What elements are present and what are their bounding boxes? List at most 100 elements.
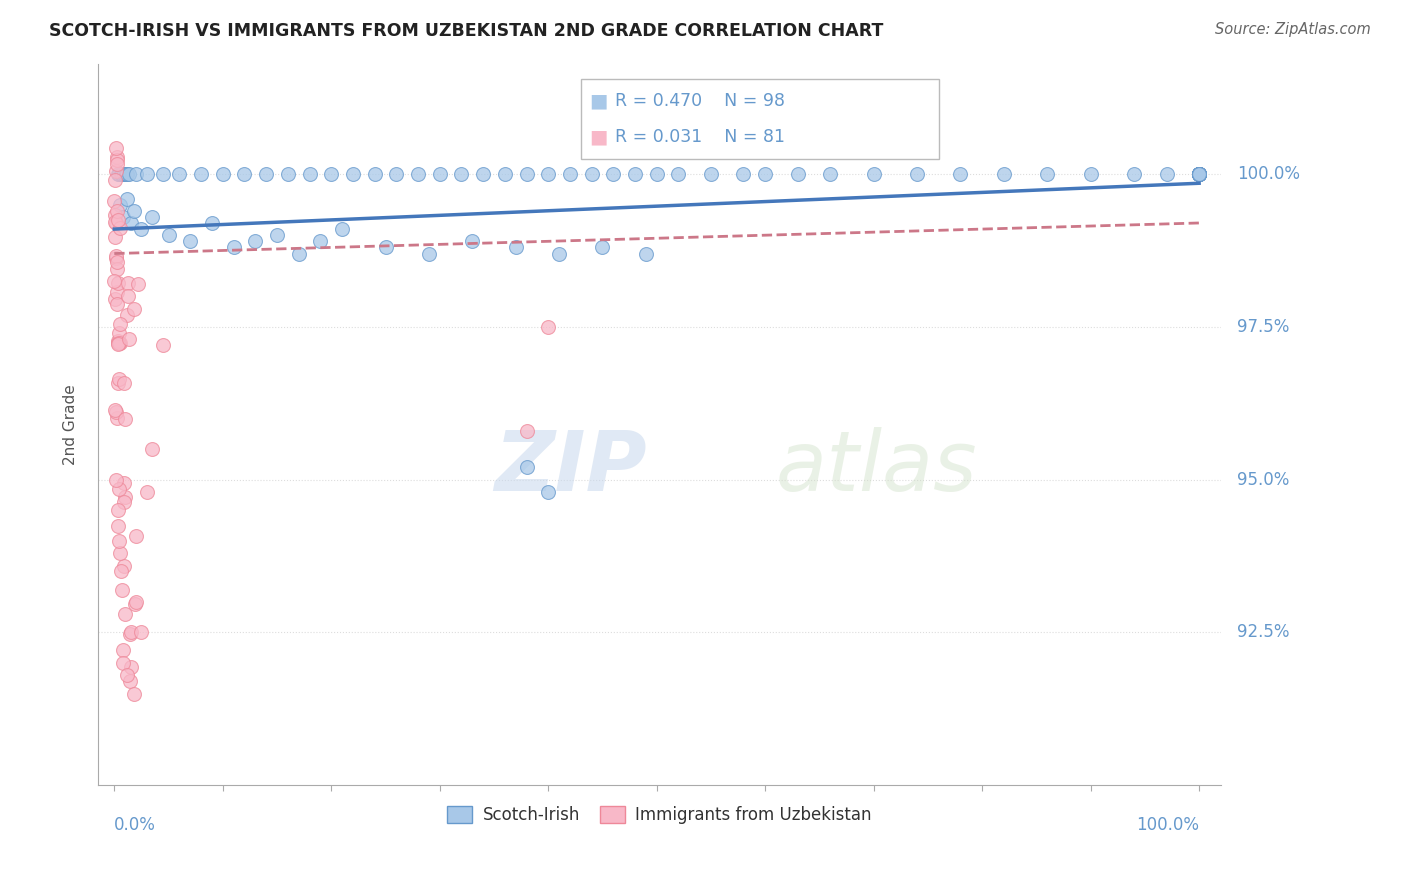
Point	[110, 167, 132, 181]
Point	[105, 285, 128, 300]
Point	[222, 240, 245, 254]
Point	[558, 167, 581, 181]
Point	[429, 167, 451, 181]
Point	[112, 376, 135, 391]
Point	[107, 277, 129, 291]
Point	[131, 222, 153, 236]
Point	[114, 167, 136, 181]
Point	[108, 197, 131, 211]
Point	[127, 277, 149, 291]
Point	[135, 484, 157, 499]
Point	[105, 473, 128, 487]
Point	[733, 167, 755, 181]
Point	[1188, 167, 1211, 181]
Point	[107, 518, 129, 533]
Point	[949, 167, 972, 181]
Point	[515, 167, 537, 181]
Point	[668, 167, 690, 181]
Point	[107, 334, 129, 348]
Point	[581, 167, 603, 181]
Point	[105, 164, 128, 178]
Point	[107, 371, 129, 385]
Point	[591, 240, 613, 254]
Point	[108, 335, 131, 350]
Text: 97.5%: 97.5%	[1237, 318, 1289, 336]
Point	[103, 194, 125, 208]
Point	[277, 167, 299, 181]
Point	[105, 251, 128, 265]
Point	[104, 173, 127, 187]
Point	[233, 167, 256, 181]
Point	[624, 167, 647, 181]
Point	[105, 150, 128, 164]
Text: R = 0.470    N = 98: R = 0.470 N = 98	[616, 92, 786, 110]
Bar	[581, 79, 939, 159]
Point	[107, 167, 129, 181]
Point	[111, 167, 134, 181]
Point	[125, 167, 148, 181]
Point	[1188, 167, 1211, 181]
Point	[820, 167, 842, 181]
Point	[157, 228, 180, 243]
Point	[634, 246, 657, 260]
Point	[1188, 167, 1211, 181]
Point	[125, 529, 148, 543]
Point	[152, 338, 174, 352]
Point	[1188, 167, 1211, 181]
Point	[1188, 167, 1211, 181]
Point	[108, 336, 131, 351]
Point	[211, 167, 233, 181]
Point	[385, 167, 408, 181]
Point	[993, 167, 1015, 181]
Point	[120, 660, 142, 674]
Point	[125, 595, 148, 609]
Point	[107, 326, 129, 340]
Point	[107, 503, 129, 517]
Point	[515, 460, 537, 475]
Point	[245, 235, 267, 249]
Point	[754, 167, 776, 181]
Point	[111, 582, 134, 597]
Point	[108, 167, 131, 181]
Point	[494, 167, 516, 181]
Point	[141, 210, 163, 224]
Point	[135, 167, 157, 181]
Point	[107, 533, 129, 548]
Point	[152, 167, 174, 181]
Point	[114, 490, 136, 504]
Point	[287, 246, 309, 260]
Point	[548, 246, 571, 260]
Point	[505, 240, 527, 254]
Point	[117, 289, 139, 303]
Point	[112, 558, 135, 573]
Point	[103, 274, 125, 288]
Point	[117, 192, 139, 206]
Point	[1188, 167, 1211, 181]
Point	[105, 157, 128, 171]
Point	[254, 167, 277, 181]
Point	[115, 309, 138, 323]
Point	[1123, 167, 1146, 181]
Point	[114, 412, 136, 426]
Point	[104, 230, 127, 244]
Point	[131, 625, 153, 640]
Point	[105, 410, 128, 425]
Text: ZIP: ZIP	[494, 427, 647, 508]
Point	[190, 167, 212, 181]
Point	[118, 673, 141, 688]
Point	[1156, 167, 1178, 181]
Point	[104, 215, 127, 229]
Point	[905, 167, 928, 181]
Point	[450, 167, 472, 181]
Point	[104, 208, 127, 222]
Point	[108, 221, 131, 235]
Point	[107, 153, 129, 167]
Text: 95.0%: 95.0%	[1237, 471, 1289, 489]
Point	[374, 240, 396, 254]
Point	[105, 262, 128, 277]
Point	[363, 167, 385, 181]
Point	[118, 167, 141, 181]
Point	[122, 203, 145, 218]
Point	[1188, 167, 1211, 181]
Point	[342, 167, 364, 181]
